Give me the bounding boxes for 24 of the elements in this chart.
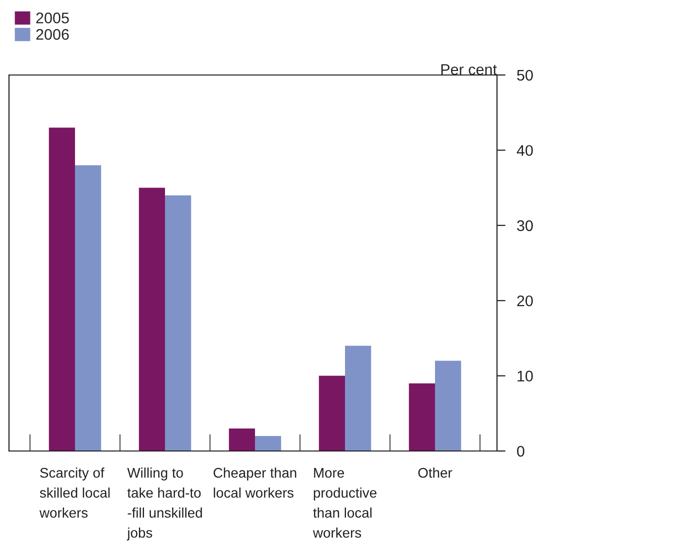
bar (318, 376, 345, 451)
bar (435, 360, 462, 451)
bar (75, 165, 102, 451)
y-axis-title: Per cent (441, 64, 497, 75)
x-tick-label: Willing to take hard-to -fill unskilled jobs (126, 468, 202, 540)
y-tick-label: 40 (516, 145, 533, 156)
bar (138, 188, 165, 451)
x-tick-label: Other (418, 468, 452, 478)
bar (48, 128, 75, 451)
x-tick-label: More productive than local workers (312, 468, 376, 538)
y-tick-label: 20 (517, 295, 533, 306)
bar (408, 383, 435, 451)
y-tick-label: 50 (517, 70, 533, 81)
y-tick-label: 0 (517, 446, 524, 457)
bar (345, 346, 372, 451)
x-tick-label: Scarcity of skilled local workers (39, 468, 110, 518)
bar (255, 436, 282, 451)
y-tick-label: 10 (518, 370, 533, 382)
legend-label: 2005 (36, 12, 69, 24)
y-tick-label: 30 (517, 220, 533, 232)
bar (228, 428, 255, 451)
x-tick-label: Cheaper than local workers (214, 468, 296, 498)
legend-label: 2006 (36, 29, 69, 40)
bar (165, 195, 192, 451)
